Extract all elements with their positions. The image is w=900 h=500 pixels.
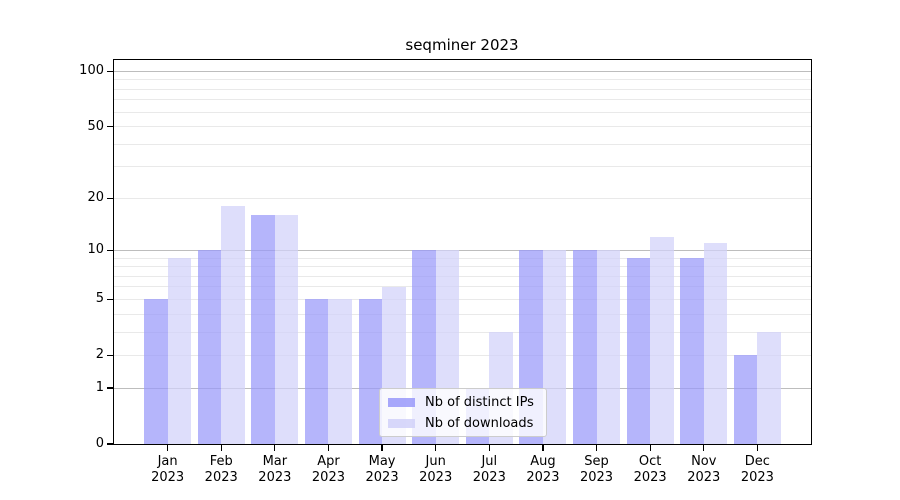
y-gridline-minor-5 [114,298,811,300]
x-tick-year: 2023 [365,470,399,485]
x-tick-apr [327,445,330,452]
bar-ips-nov [680,258,704,444]
y-gridline-minor-4 [114,313,811,315]
y-gridline-minor-6 [114,286,811,288]
y-tick-label-50: 50 [87,118,104,134]
x-tick-label-aug: Aug 2023 [512,454,574,486]
legend-label-distinct-ips: Nb of distinct IPs [425,394,534,410]
y-tick-label-100: 100 [79,63,104,79]
y-gridline-minor-8 [114,266,811,268]
x-tick-label-nov: Nov 2023 [673,454,735,486]
bar-downloads-feb [221,206,245,444]
bar-downloads-jan [167,258,192,444]
x-tick-year: 2023 [687,470,721,485]
bar-downloads-mar [274,215,299,444]
y-tick-10 [106,249,113,251]
y-tick-0 [106,443,113,445]
x-tick-nov [703,445,705,452]
x-tick-mar [274,445,276,452]
x-tick-feb [220,445,222,452]
x-tick-dec [756,445,758,452]
x-tick-jan [167,445,169,452]
x-tick-label-mar: Mar 2023 [244,454,306,486]
legend-swatch-ips-icon [388,397,415,407]
bar-ips-mar [251,215,275,444]
x-tick-label-jul: Jul 2023 [458,454,520,486]
x-tick-year: 2023 [419,470,453,485]
y-tick-50 [106,125,113,128]
bar-ips-apr [304,299,329,444]
y-tick-1 [106,387,113,389]
bar-downloads-nov [703,243,728,444]
y-gridline-minor-2 [114,354,811,356]
legend-item-downloads: Nb of downloads [380,414,546,432]
y-tick-label-2: 2 [95,347,104,363]
chart-title: seqminer 2023 [405,36,519,54]
x-tick-aug [542,445,544,452]
y-gridline-minor-70 [114,99,811,101]
x-tick-year: 2023 [472,470,506,485]
x-tick-label-oct: Oct 2023 [619,454,681,486]
x-tick-year: 2023 [579,470,614,485]
x-tick-label-jun: Jun 2023 [405,454,467,486]
y-tick-label-5: 5 [95,291,104,307]
x-tick-year: 2023 [740,470,774,485]
y-tick-label-0: 0 [95,436,104,451]
y-tick-label-1: 1 [95,380,104,396]
x-tick-year: 2023 [311,470,345,485]
x-tick-label-jan: Jan 2023 [137,454,199,486]
bar-downloads-aug [542,250,567,444]
bar-downloads-oct [650,236,674,444]
x-tick-year: 2023 [526,470,560,485]
x-tick-sep [595,445,598,452]
bar-downloads-sep [596,250,621,444]
x-tick-year: 2023 [151,470,185,485]
x-tick-year: 2023 [633,470,667,485]
plot-area: Nb of distinct IPs Nb of downloads 100 50… [79,59,812,485]
bar-ips-dec [733,355,758,444]
x-tick-year: 2023 [204,470,238,485]
x-tick-label-sep: Sep 2023 [566,454,628,486]
y-gridline-major-100 [114,70,811,72]
bar-ips-may [358,299,383,444]
y-gridline-minor-30 [114,166,811,168]
x-tick-jun [435,445,437,452]
x-tick-label-feb: Feb 2023 [190,454,252,486]
y-gridline-minor-50 [114,126,811,128]
legend-item-distinct-ips: Nb of distinct IPs [380,393,546,411]
y-tick-20 [106,197,113,199]
y-tick-label-20: 20 [87,190,104,206]
x-tick-label-apr: Apr 2023 [297,454,359,486]
y-gridline-minor-9 [114,257,811,259]
y-gridline-minor-20 [114,197,811,199]
y-tick-label-10: 10 [87,242,104,258]
x-tick-year: 2023 [258,470,292,485]
legend-swatch-downloads-icon [388,418,415,428]
y-tick-5 [106,298,113,300]
bar-downloads-apr [328,299,352,444]
bar-downloads-dec [757,332,781,444]
y-gridline-minor-80 [114,88,811,90]
x-tick-jul [488,445,490,452]
x-tick-label-may: May 2023 [351,454,413,486]
y-gridline-minor-90 [114,79,811,81]
legend: Nb of distinct IPs Nb of downloads [379,388,547,437]
y-gridline-minor-7 [114,275,811,277]
legend-label-downloads: Nb of downloads [425,415,534,431]
x-tick-label-dec: Dec 2023 [726,454,788,486]
bar-ips-feb [197,250,222,444]
y-gridline-minor-3 [114,331,811,333]
y-gridline-minor-60 [114,111,811,113]
x-tick-may [381,445,383,452]
bar-ips-oct [626,258,651,444]
bar-ips-jan [144,299,168,444]
y-tick-2 [106,354,113,356]
y-tick-100 [106,70,113,72]
x-tick-oct [649,445,651,452]
y-gridline-major-10 [114,249,811,251]
bar-ips-sep [573,250,597,444]
y-gridline-minor-40 [114,143,811,145]
